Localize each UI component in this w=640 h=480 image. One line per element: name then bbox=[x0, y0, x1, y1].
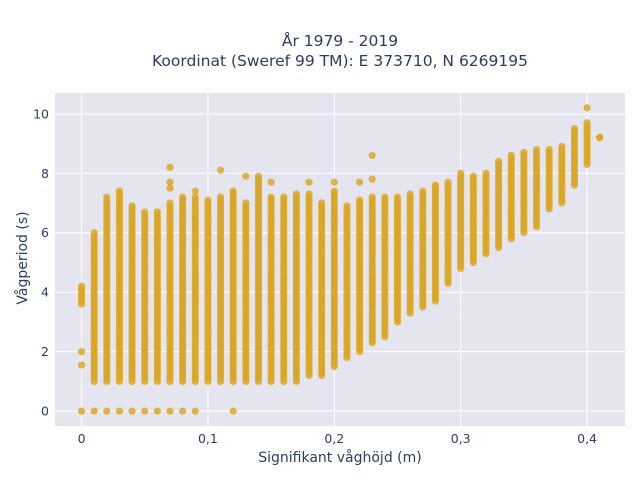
data-point bbox=[393, 193, 402, 201]
y-axis-ticks: 0 2 4 6 8 10 bbox=[33, 106, 49, 418]
chart-title-line-1: År 1979 - 2019 bbox=[282, 31, 398, 50]
data-point bbox=[90, 229, 98, 237]
data-point bbox=[318, 199, 326, 207]
data-point bbox=[507, 151, 515, 160]
data-point bbox=[355, 196, 364, 204]
data-point bbox=[77, 348, 86, 356]
y-tick-label: 2 bbox=[41, 344, 49, 359]
data-point bbox=[355, 178, 364, 186]
data-point bbox=[444, 178, 452, 186]
data-point bbox=[103, 407, 111, 415]
x-tick-label: 0 bbox=[78, 431, 86, 446]
x-tick-label: 0,4 bbox=[577, 431, 597, 446]
data-point bbox=[330, 178, 338, 186]
data-point bbox=[570, 125, 579, 133]
plot-area bbox=[55, 93, 625, 426]
data-point bbox=[166, 199, 174, 207]
data-point bbox=[330, 187, 338, 195]
data-point bbox=[115, 187, 124, 195]
data-point bbox=[77, 407, 86, 415]
data-point bbox=[179, 407, 187, 415]
data-point bbox=[191, 193, 199, 201]
data-point bbox=[280, 193, 288, 201]
data-point bbox=[343, 202, 351, 210]
data-point bbox=[254, 172, 263, 180]
data-point bbox=[153, 407, 161, 415]
y-tick-label: 0 bbox=[41, 404, 49, 419]
data-point bbox=[545, 145, 553, 154]
y-axis-title: Vågperiod (s) bbox=[14, 211, 31, 304]
data-point bbox=[103, 193, 111, 201]
data-point bbox=[141, 407, 149, 415]
data-point bbox=[558, 142, 566, 151]
data-point bbox=[242, 199, 250, 207]
data-point bbox=[292, 190, 300, 198]
data-point bbox=[419, 187, 427, 195]
data-point bbox=[583, 119, 591, 127]
y-tick-label: 4 bbox=[41, 285, 49, 300]
data-point bbox=[482, 169, 490, 177]
data-point bbox=[90, 407, 98, 415]
data-point bbox=[191, 407, 199, 415]
data-point bbox=[166, 184, 174, 192]
data-point bbox=[495, 157, 503, 165]
x-tick-label: 0,1 bbox=[198, 431, 218, 446]
data-point bbox=[229, 187, 237, 195]
data-point bbox=[532, 145, 541, 154]
data-points bbox=[77, 104, 604, 415]
data-point bbox=[457, 169, 465, 177]
data-point bbox=[128, 407, 136, 415]
data-point bbox=[115, 407, 124, 415]
data-point bbox=[204, 196, 212, 204]
data-point bbox=[216, 166, 225, 174]
y-tick-label: 10 bbox=[33, 106, 49, 121]
x-tick-label: 0,3 bbox=[451, 431, 471, 446]
data-point bbox=[153, 208, 161, 216]
data-point bbox=[596, 133, 604, 142]
data-point bbox=[191, 187, 199, 195]
data-point bbox=[583, 104, 591, 112]
x-tick-label: 0,2 bbox=[324, 431, 344, 446]
y-tick-label: 6 bbox=[41, 225, 49, 240]
data-point bbox=[406, 190, 414, 198]
grid-lines bbox=[55, 93, 625, 426]
data-point bbox=[128, 202, 136, 210]
chart-title-line-2: Koordinat (Sweref 99 TM): E 373710, N 62… bbox=[152, 52, 528, 70]
data-point bbox=[216, 193, 225, 201]
data-point bbox=[242, 172, 250, 180]
data-point bbox=[166, 407, 174, 415]
data-point bbox=[141, 208, 149, 216]
data-point bbox=[368, 193, 376, 201]
data-point bbox=[77, 282, 86, 290]
data-point bbox=[431, 181, 440, 189]
data-point bbox=[520, 148, 528, 157]
data-point bbox=[166, 178, 174, 186]
data-point bbox=[267, 178, 275, 186]
x-axis-title: Signifikant våghöjd (m) bbox=[258, 449, 421, 466]
data-point bbox=[305, 190, 313, 198]
data-point bbox=[368, 151, 376, 160]
data-point bbox=[267, 193, 275, 201]
data-point bbox=[381, 193, 389, 201]
data-point bbox=[166, 163, 174, 171]
data-point bbox=[368, 175, 376, 183]
x-axis-ticks: 0 0,1 0,2 0,3 0,4 bbox=[78, 431, 598, 446]
y-tick-label: 8 bbox=[41, 166, 49, 181]
data-point bbox=[229, 407, 237, 415]
data-point bbox=[179, 193, 187, 201]
data-point bbox=[469, 172, 477, 180]
data-point bbox=[305, 178, 313, 186]
data-point bbox=[77, 361, 86, 369]
